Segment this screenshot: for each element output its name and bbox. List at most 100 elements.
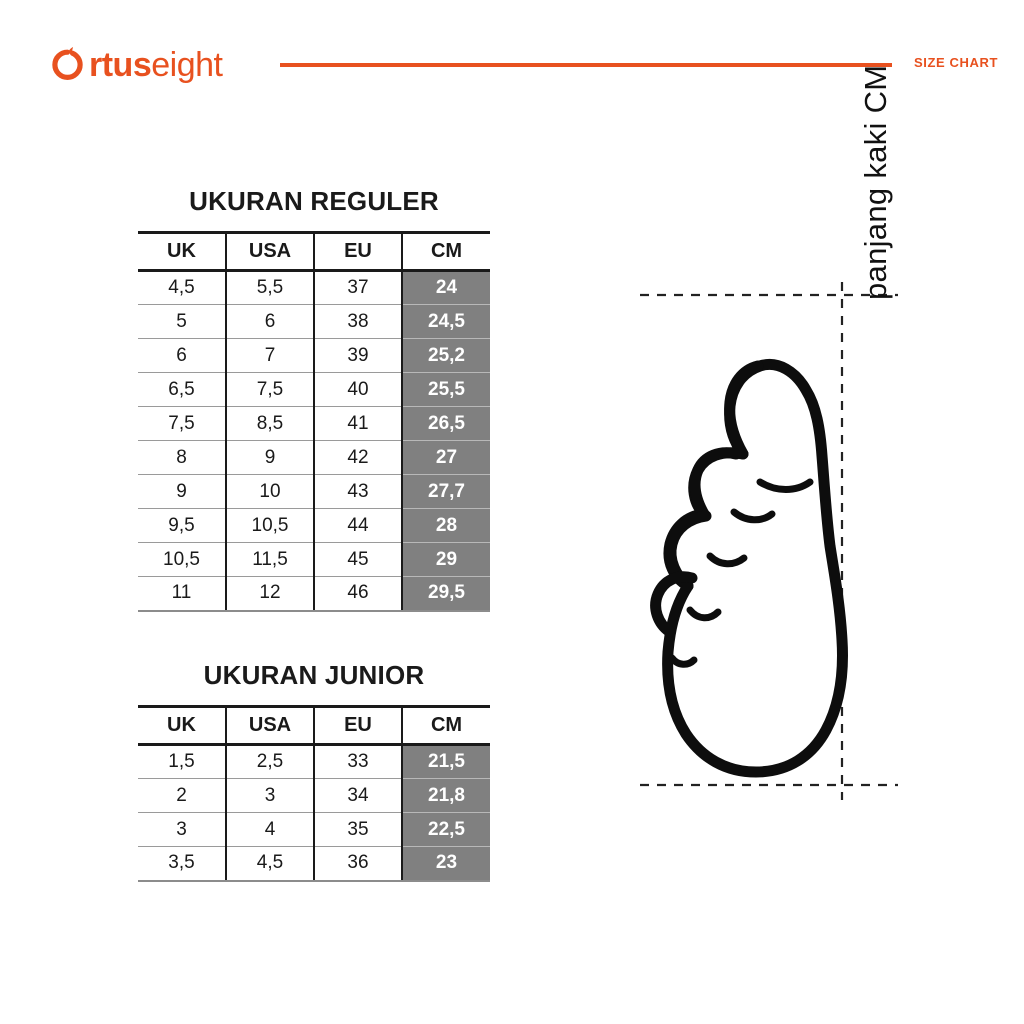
cell-cm: 24 <box>401 270 490 305</box>
flame-o-icon <box>46 44 88 86</box>
cell-cm: 28 <box>401 508 490 543</box>
cell-uk: 6 <box>138 338 226 373</box>
cell-eu: 36 <box>313 846 402 882</box>
regular-table-title: UKURAN REGULER <box>189 186 439 216</box>
brand-logo: rtuseight <box>46 44 223 86</box>
junior-table-body: 1,5 2,5 33 21,5 2 3 34 21,8 3 4 35 22,5 3,5 4,5 36 23 <box>138 744 490 882</box>
table-row: 2 3 34 21,8 <box>138 778 490 813</box>
table-header-row: UK USA EU CM <box>138 231 490 272</box>
cell-eu: 33 <box>313 744 402 779</box>
cell-eu: 39 <box>313 338 402 373</box>
cell-eu: 35 <box>313 812 402 847</box>
cell-eu: 42 <box>313 440 402 475</box>
cell-uk: 6,5 <box>138 372 226 407</box>
table-row: 1,5 2,5 33 21,5 <box>138 744 490 779</box>
page-header: rtuseight SIZE CHART <box>0 0 1024 110</box>
column-header-uk: UK <box>138 705 226 746</box>
column-header-uk: UK <box>138 231 226 272</box>
foot-length-axis-label: panjang kaki CM <box>858 64 893 300</box>
table-row: 5 6 38 24,5 <box>138 304 490 339</box>
cell-cm: 25,5 <box>401 372 490 407</box>
cell-uk: 2 <box>138 778 226 813</box>
cell-eu: 38 <box>313 304 402 339</box>
junior-size-table: UK USA EU CM 1,5 2,5 33 21,5 2 3 34 21,8 3 4 35 22,… <box>138 705 490 882</box>
cell-usa: 4 <box>225 812 314 847</box>
cell-eu: 34 <box>313 778 402 813</box>
junior-size-section: UKURAN JUNIOR UK USA EU CM 1,5 2,5 33 21,5 2… <box>138 660 490 882</box>
foot-diagram <box>610 260 1010 820</box>
table-row: 11 12 46 29,5 <box>138 576 490 612</box>
cell-cm: 23 <box>401 846 490 882</box>
cell-cm: 29 <box>401 542 490 577</box>
cell-uk: 3 <box>138 812 226 847</box>
cell-usa: 2,5 <box>225 744 314 779</box>
cell-usa: 8,5 <box>225 406 314 441</box>
cell-usa: 3 <box>225 778 314 813</box>
brand-wordmark: rtuseight <box>89 44 223 86</box>
cell-cm: 26,5 <box>401 406 490 441</box>
cell-uk: 8 <box>138 440 226 475</box>
cell-cm: 22,5 <box>401 812 490 847</box>
cell-usa: 11,5 <box>225 542 314 577</box>
column-header-eu: EU <box>313 231 402 272</box>
table-row: 3,5 4,5 36 23 <box>138 846 490 882</box>
cell-usa: 10 <box>225 474 314 509</box>
cell-uk: 7,5 <box>138 406 226 441</box>
cell-usa: 5,5 <box>225 270 314 305</box>
table-row: 7,5 8,5 41 26,5 <box>138 406 490 441</box>
cell-cm: 21,5 <box>401 744 490 779</box>
cell-cm: 29,5 <box>401 576 490 612</box>
logo-text-bold: rtus <box>89 46 152 84</box>
cell-usa: 10,5 <box>225 508 314 543</box>
cell-cm: 27 <box>401 440 490 475</box>
cell-uk: 5 <box>138 304 226 339</box>
cell-uk: 9 <box>138 474 226 509</box>
table-row: 8 9 42 27 <box>138 440 490 475</box>
column-header-usa: USA <box>225 705 314 746</box>
regular-size-table: UK USA EU CM 4,5 5,5 37 24 5 6 38 24,5 6 7 39 25,2 6… <box>138 231 490 612</box>
logo-text-light: eight <box>151 46 223 84</box>
column-header-eu: EU <box>313 705 402 746</box>
cell-eu: 44 <box>313 508 402 543</box>
cell-uk: 1,5 <box>138 744 226 779</box>
cell-cm: 27,7 <box>401 474 490 509</box>
column-header-usa: USA <box>225 231 314 272</box>
table-row: 3 4 35 22,5 <box>138 812 490 847</box>
cell-uk: 3,5 <box>138 846 226 882</box>
foot-sole-outline-icon <box>640 282 898 800</box>
regular-size-section: UKURAN REGULER UK USA EU CM 4,5 5,5 37 24 5 6… <box>138 186 490 612</box>
column-header-cm: CM <box>401 231 490 272</box>
cell-usa: 4,5 <box>225 846 314 882</box>
table-row: 9,5 10,5 44 28 <box>138 508 490 543</box>
table-row: 10,5 11,5 45 29 <box>138 542 490 577</box>
cell-eu: 37 <box>313 270 402 305</box>
cell-usa: 7 <box>225 338 314 373</box>
regular-table-body: 4,5 5,5 37 24 5 6 38 24,5 6 7 39 25,2 6,5 7,5 40 25,5 7,… <box>138 270 490 612</box>
cell-uk: 9,5 <box>138 508 226 543</box>
cell-uk: 4,5 <box>138 270 226 305</box>
cell-eu: 46 <box>313 576 402 612</box>
cell-eu: 45 <box>313 542 402 577</box>
cell-cm: 25,2 <box>401 338 490 373</box>
cell-cm: 21,8 <box>401 778 490 813</box>
cell-uk: 11 <box>138 576 226 612</box>
cell-eu: 40 <box>313 372 402 407</box>
dashed-measurement-bracket <box>640 282 898 800</box>
cell-usa: 12 <box>225 576 314 612</box>
table-row: 6 7 39 25,2 <box>138 338 490 373</box>
table-row: 4,5 5,5 37 24 <box>138 270 490 305</box>
cell-usa: 7,5 <box>225 372 314 407</box>
cell-uk: 10,5 <box>138 542 226 577</box>
cell-eu: 41 <box>313 406 402 441</box>
cell-cm: 24,5 <box>401 304 490 339</box>
table-row: 6,5 7,5 40 25,5 <box>138 372 490 407</box>
column-header-cm: CM <box>401 705 490 746</box>
junior-table-title: UKURAN JUNIOR <box>203 660 425 690</box>
table-row: 9 10 43 27,7 <box>138 474 490 509</box>
table-header-row: UK USA EU CM <box>138 705 490 746</box>
cell-usa: 9 <box>225 440 314 475</box>
size-chart-tag: SIZE CHART <box>914 55 998 70</box>
cell-eu: 43 <box>313 474 402 509</box>
cell-usa: 6 <box>225 304 314 339</box>
header-divider-rule <box>280 63 892 67</box>
